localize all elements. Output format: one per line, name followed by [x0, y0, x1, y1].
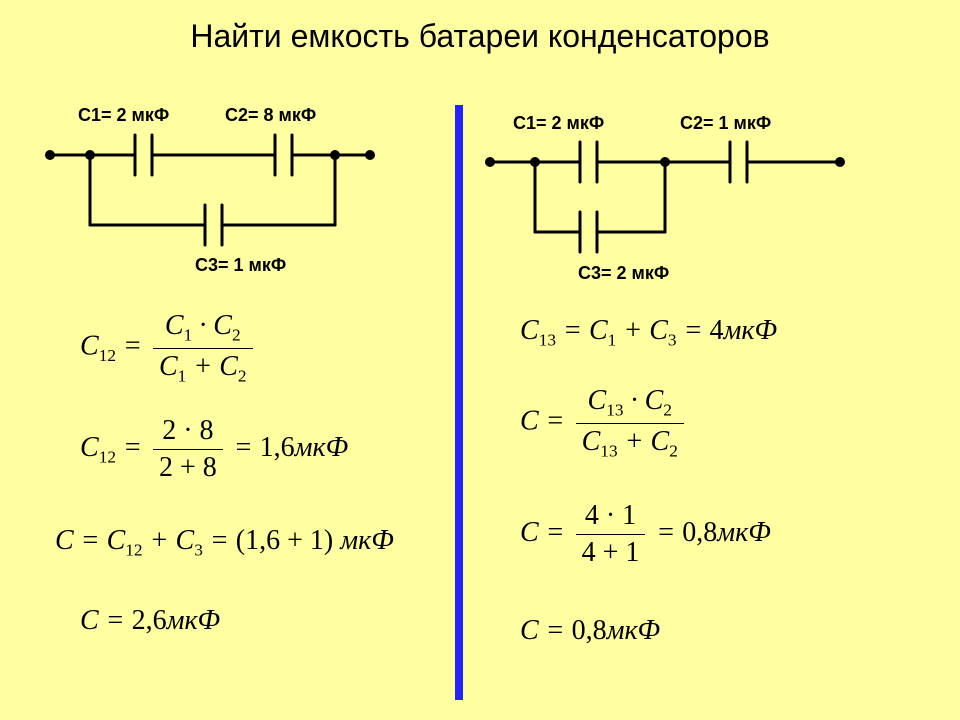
- left-formula-2: C12 = 2 · 82 + 8 = 1,6мкФ: [80, 415, 348, 484]
- right-formula-2: C = C13 · C2C13 + C2: [520, 385, 688, 461]
- left-formula-1: C12 = C1 · C2C1 + C2: [80, 310, 257, 386]
- right-c1-label: С1= 2 мкФ: [513, 113, 604, 134]
- left-formula-3: C = C12 + C3 = (1,6 + 1) мкФ: [55, 525, 394, 561]
- right-formula-3: C = 4 · 14 + 1 = 0,8мкФ: [520, 500, 771, 569]
- left-c1-label: С1= 2 мкФ: [78, 105, 169, 126]
- vertical-divider: [455, 105, 463, 700]
- page-title: Найти емкость батареи конденсаторов: [0, 18, 960, 55]
- right-circuit: [480, 132, 860, 272]
- right-formula-4: C = 0,8мкФ: [520, 615, 660, 647]
- right-c2-label: С2= 1 мкФ: [680, 113, 771, 134]
- left-c2-label: С2= 8 мкФ: [225, 105, 316, 126]
- left-formula-4: C = 2,6мкФ: [80, 605, 220, 637]
- right-formula-1: C13 = C1 + C3 = 4мкФ: [520, 315, 777, 351]
- left-circuit: [40, 125, 400, 265]
